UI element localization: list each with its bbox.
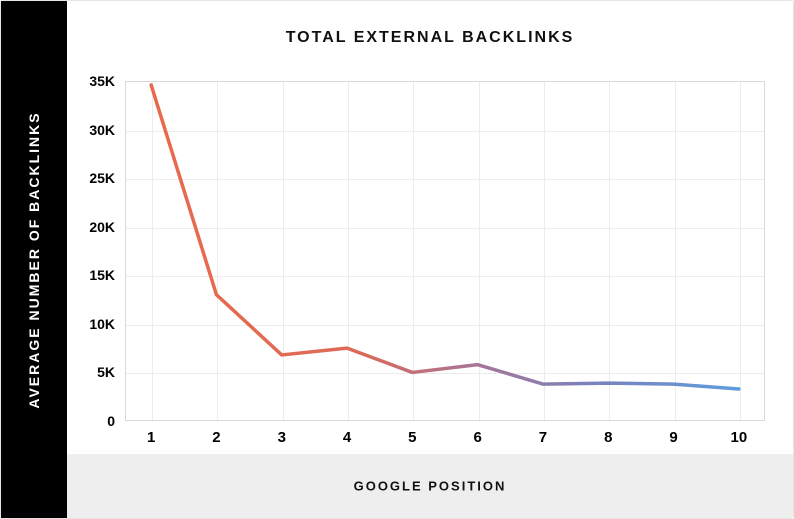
x-axis-title: GOOGLE POSITION — [67, 479, 793, 494]
x-tick-label: 10 — [731, 421, 748, 446]
y-tick-label: 0 — [107, 413, 125, 429]
y-tick-label: 10K — [89, 316, 125, 332]
plot-area: 05K10K15K20K25K30K35K12345678910 — [125, 81, 765, 421]
y-tick-label: 35K — [89, 73, 125, 89]
x-tick-label: 5 — [408, 421, 416, 446]
y-tick-label: 15K — [89, 267, 125, 283]
data-line — [151, 85, 739, 389]
y-axis-rail: AVERAGE NUMBER OF BACKLINKS — [1, 1, 67, 518]
chart-title: TOTAL EXTERNAL BACKLINKS — [67, 29, 793, 47]
x-tick-label: 9 — [669, 421, 677, 446]
y-tick-label: 5K — [97, 364, 125, 380]
x-tick-label: 8 — [604, 421, 612, 446]
x-tick-label: 7 — [539, 421, 547, 446]
line-chart-svg — [125, 81, 765, 421]
x-tick-label: 6 — [473, 421, 481, 446]
chart-container: AVERAGE NUMBER OF BACKLINKS TOTAL EXTERN… — [0, 0, 794, 519]
x-tick-label: 4 — [343, 421, 351, 446]
x-tick-label: 3 — [278, 421, 286, 446]
x-tick-label: 1 — [147, 421, 155, 446]
y-tick-label: 30K — [89, 122, 125, 138]
x-tick-label: 2 — [212, 421, 220, 446]
y-tick-label: 20K — [89, 219, 125, 235]
x-axis-rail: GOOGLE POSITION — [67, 454, 793, 518]
y-tick-label: 25K — [89, 170, 125, 186]
y-axis-title: AVERAGE NUMBER OF BACKLINKS — [26, 111, 42, 408]
